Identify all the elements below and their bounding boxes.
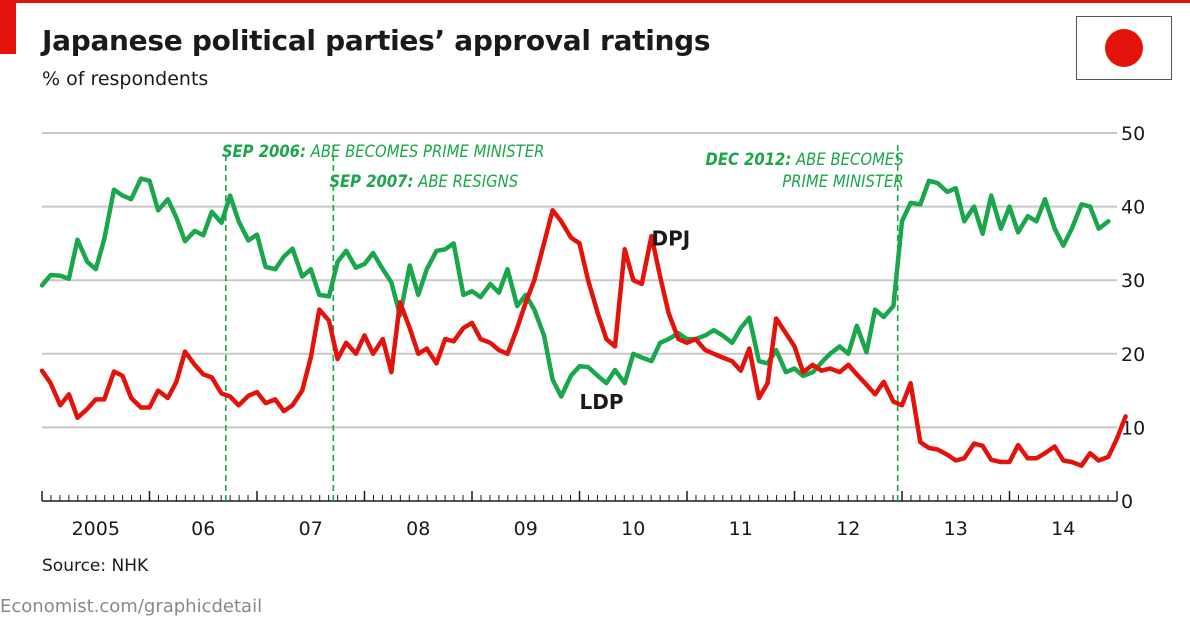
chart-subtitle: % of respondents	[42, 68, 209, 90]
brand-top-rule	[0, 0, 1190, 3]
event-date: DEC 2012:	[706, 150, 792, 169]
y-tick-label: 0	[1121, 491, 1133, 513]
flag-red-disc	[1105, 29, 1143, 67]
event-text: ABE BECOMES PRIME MINISTER	[306, 142, 544, 161]
y-tick-label: 20	[1121, 344, 1145, 366]
event-date: SEP 2006:	[222, 142, 306, 161]
x-tick-label: 2005	[72, 518, 120, 540]
x-tick-label: 09	[514, 518, 538, 540]
x-tick-label: 08	[406, 518, 430, 540]
event-annotation: SEP 2007: ABE RESIGNS	[329, 172, 518, 191]
y-tick-label: 50	[1121, 123, 1145, 145]
event-annotation: DEC 2012: ABE BECOMES PRIME MINISTER	[706, 150, 904, 191]
event-text: ABE RESIGNS	[413, 172, 518, 191]
event-annotation: SEP 2006: ABE BECOMES PRIME MINISTER	[222, 142, 545, 161]
brand-red-tab	[0, 0, 16, 54]
x-tick-label: 06	[191, 518, 215, 540]
series-label-dpj: DPJ	[652, 227, 691, 251]
x-tick-label: 11	[729, 518, 753, 540]
source-note: Source: NHK	[42, 556, 149, 576]
chart-title: Japanese political parties’ approval rat…	[42, 24, 711, 57]
x-tick-label: 07	[299, 518, 323, 540]
x-tick-label: 13	[944, 518, 968, 540]
y-tick-label: 10	[1121, 417, 1145, 439]
x-tick-label: 10	[621, 518, 645, 540]
japan-flag-icon	[1076, 16, 1172, 80]
event-text: PRIME MINISTER	[782, 172, 903, 191]
series-label-ldp: LDP	[580, 390, 624, 414]
event-text: ABE BECOMES	[791, 150, 903, 169]
footer-credit: Economist.com/graphicdetail	[0, 596, 263, 617]
series-line-dpj	[39, 208, 1128, 468]
line-chart: 0 10 20 30 40 50 2005 06 07 08 09 10 11 12 13 14 SEP 200…	[39, 123, 1145, 540]
series-line-ldp	[39, 176, 1111, 399]
event-date: SEP 2007:	[329, 172, 413, 191]
x-tick-label: 14	[1051, 518, 1075, 540]
y-tick-label: 30	[1121, 270, 1145, 292]
x-tick-label: 12	[836, 518, 860, 540]
y-tick-label: 40	[1121, 197, 1145, 219]
